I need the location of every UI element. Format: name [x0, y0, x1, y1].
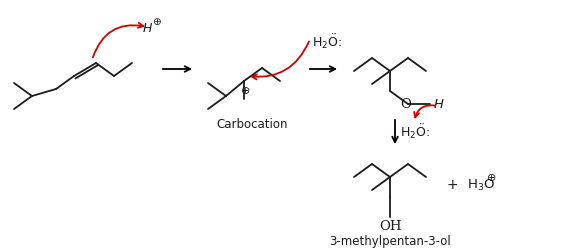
Text: Carbocation: Carbocation: [216, 118, 288, 131]
Text: $\mathrm{H_2\ddot{O}}$:: $\mathrm{H_2\ddot{O}}$:: [312, 33, 342, 51]
Text: ⊕: ⊕: [241, 86, 251, 96]
Text: OH: OH: [379, 219, 401, 232]
Text: $\mathit{H}$: $\mathit{H}$: [142, 21, 154, 34]
Text: ⊕: ⊕: [487, 172, 497, 182]
Text: $\mathit{H}$: $\mathit{H}$: [433, 98, 445, 111]
Text: O: O: [400, 98, 411, 111]
Text: +: +: [446, 177, 458, 191]
Text: 3-methylpentan-3-ol: 3-methylpentan-3-ol: [329, 235, 451, 247]
Text: ⊕: ⊕: [151, 17, 160, 27]
Text: $\mathrm{H_3O}$: $\mathrm{H_3O}$: [467, 177, 495, 192]
Text: $\mathrm{H_2\ddot{O}}$:: $\mathrm{H_2\ddot{O}}$:: [400, 122, 430, 141]
